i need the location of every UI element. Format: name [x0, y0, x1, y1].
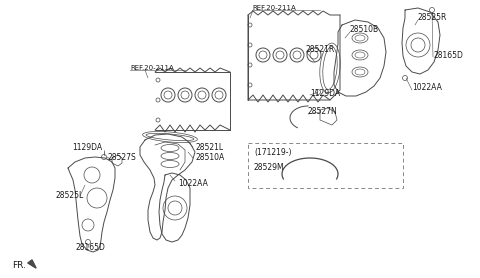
Text: 28525R: 28525R	[418, 14, 447, 23]
Text: 1129DA: 1129DA	[310, 88, 340, 98]
Text: 28521R: 28521R	[306, 46, 335, 54]
Text: REF.20-211A: REF.20-211A	[252, 5, 296, 11]
Text: REF.20-211A: REF.20-211A	[130, 65, 174, 71]
Polygon shape	[28, 260, 36, 268]
Text: 1022AA: 1022AA	[412, 83, 442, 93]
Text: 28525L: 28525L	[55, 192, 83, 200]
Text: 28165D: 28165D	[433, 51, 463, 59]
Text: 1129DA: 1129DA	[72, 143, 102, 153]
Text: 1022AA: 1022AA	[178, 178, 208, 187]
Text: 28527N: 28527N	[308, 108, 338, 116]
Text: 28529M: 28529M	[254, 163, 285, 173]
Text: (171219-): (171219-)	[254, 148, 291, 157]
Text: 28510B: 28510B	[350, 26, 379, 34]
Text: FR.: FR.	[12, 262, 26, 270]
Text: 28510A: 28510A	[196, 153, 225, 163]
Text: 28527S: 28527S	[107, 153, 136, 162]
Text: 28521L: 28521L	[196, 143, 224, 152]
Text: 28165D: 28165D	[76, 244, 106, 252]
